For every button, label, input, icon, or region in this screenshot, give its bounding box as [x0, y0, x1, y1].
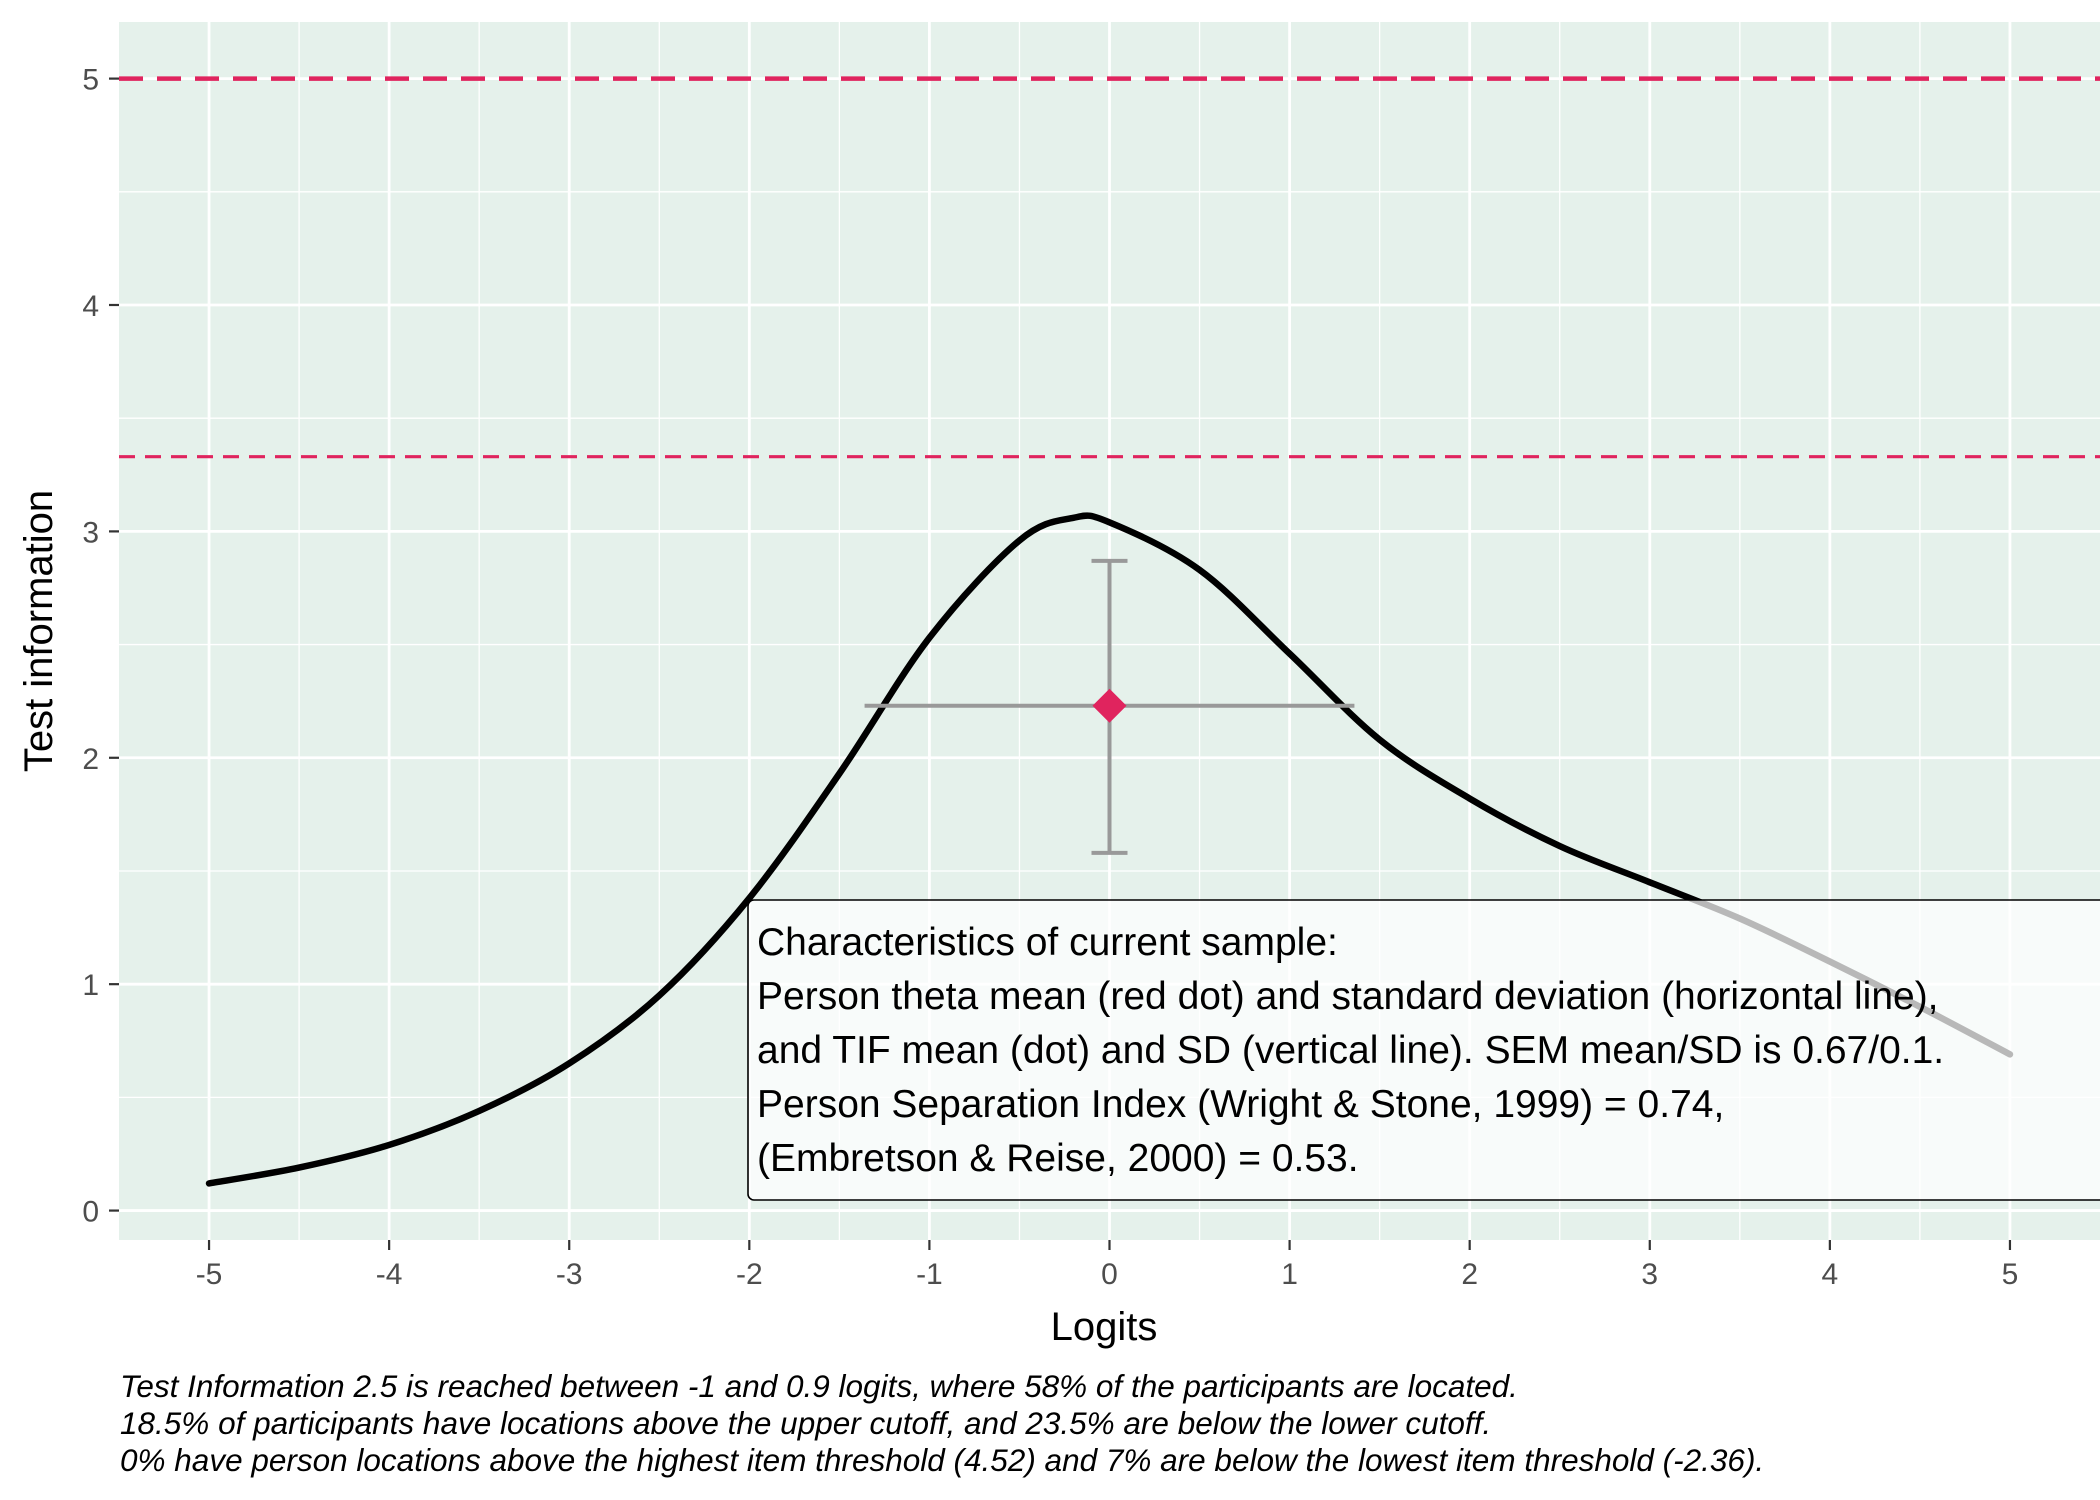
y-tick-label: 1 — [82, 969, 99, 1002]
x-axis: -5 -4 -3 -2 -1 0 1 2 3 4 5 — [196, 1240, 2019, 1291]
x-tick-label: -1 — [916, 1258, 943, 1291]
y-tick-label: 3 — [82, 516, 99, 549]
x-tick-label: 3 — [1641, 1258, 1658, 1291]
test-information-curve-layer — [205, 512, 2014, 1187]
x-tick-label: -4 — [376, 1258, 403, 1291]
x-tick-label: 0 — [1101, 1258, 1118, 1291]
x-tick-label: 5 — [2002, 1258, 2019, 1291]
y-axis-title: Test information — [17, 490, 61, 772]
x-tick-label: -5 — [196, 1258, 223, 1291]
error-bars — [864, 558, 1355, 855]
y-tick-label: 0 — [82, 1196, 99, 1229]
x-tick-label: 1 — [1281, 1258, 1298, 1291]
annotation-box: Characteristics of current sample: Person… — [747, 899, 2100, 1201]
annotation-line: and TIF mean (dot) and SD (vertical line… — [757, 1029, 1944, 1072]
annotation-line: (Embretson & Reise, 2000) = 0.53. — [757, 1137, 1359, 1180]
annotation-frame — [747, 899, 2100, 1201]
caption: Test Information 2.5 is reached between … — [120, 1368, 2080, 1479]
x-tick-label: -2 — [736, 1258, 763, 1291]
annotation-line: Person theta mean (red dot) and standard… — [757, 975, 1939, 1018]
y-tick-label: 4 — [82, 290, 99, 323]
caption-line: 18.5% of participants have locations abo… — [120, 1405, 1492, 1441]
caption-line: 0% have person locations above the highe… — [120, 1442, 1765, 1478]
x-tick-label: 4 — [1822, 1258, 1839, 1291]
y-tick-label: 5 — [82, 64, 99, 97]
y-tick-label: 2 — [82, 743, 99, 776]
caption-line: Test Information 2.5 is reached between … — [120, 1368, 1518, 1404]
y-axis: 0 1 2 3 4 5 — [82, 64, 119, 1229]
test-information-curve — [205, 512, 2014, 1187]
mean-point — [1092, 688, 1127, 723]
x-tick-label: 2 — [1461, 1258, 1478, 1291]
annotation-line: Person Separation Index (Wright & Stone,… — [757, 1083, 1724, 1126]
x-tick-label: -3 — [556, 1258, 583, 1291]
x-axis-title: Logits — [1051, 1305, 1158, 1349]
cutoff-lines — [119, 76, 2100, 459]
annotation-line: Characteristics of current sample: — [757, 921, 1338, 964]
